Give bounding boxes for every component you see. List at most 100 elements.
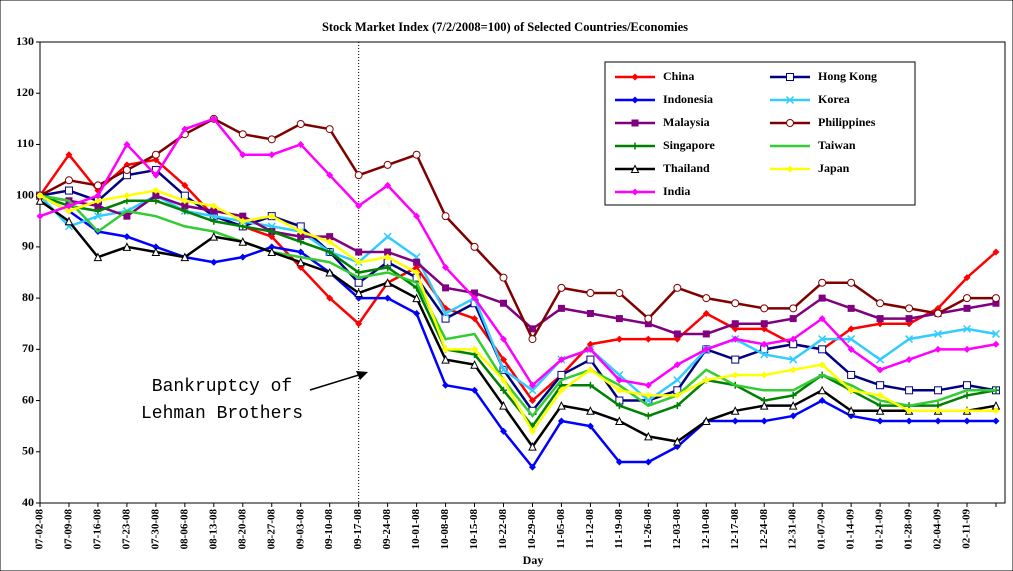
marker <box>586 345 594 353</box>
legend-label: Singapore <box>663 138 715 152</box>
marker <box>442 263 450 271</box>
marker <box>355 320 363 328</box>
marker <box>152 243 160 251</box>
marker <box>731 299 740 308</box>
marker <box>963 304 971 312</box>
marker <box>500 356 507 364</box>
marker <box>94 202 102 210</box>
marker <box>615 416 624 426</box>
marker <box>384 253 392 261</box>
marker <box>992 248 1000 256</box>
marker <box>586 340 594 348</box>
marker <box>181 207 189 215</box>
series-line <box>39 194 996 470</box>
x-tick-label: 07-23-08 <box>120 509 132 550</box>
marker <box>586 406 595 415</box>
marker <box>673 402 681 410</box>
marker <box>702 376 710 384</box>
marker <box>847 370 856 379</box>
marker <box>326 233 334 241</box>
y-tick-label: 120 <box>16 85 34 99</box>
marker <box>631 119 639 127</box>
marker <box>644 458 652 466</box>
marker <box>181 197 189 205</box>
x-tick-label: 10-01-08 <box>410 509 422 550</box>
marker <box>786 119 794 127</box>
x-tick-label: 12-10-08 <box>700 509 712 550</box>
marker <box>644 320 652 328</box>
marker <box>963 381 971 390</box>
marker <box>528 427 536 435</box>
series-line <box>39 189 996 434</box>
marker <box>846 406 856 415</box>
y-tick-label: 130 <box>16 34 34 48</box>
marker <box>586 355 595 364</box>
marker <box>122 242 132 251</box>
marker <box>355 258 363 266</box>
marker <box>528 386 537 395</box>
marker <box>615 376 623 384</box>
marker <box>818 397 826 405</box>
marker <box>412 293 421 303</box>
x-tick-label: 01-28-09 <box>903 509 915 550</box>
marker <box>123 192 131 200</box>
marker <box>239 151 247 159</box>
marker <box>818 345 827 354</box>
marker <box>876 299 885 308</box>
marker <box>181 202 189 210</box>
y-tick-label: 110 <box>17 136 34 150</box>
marker <box>963 274 971 282</box>
marker <box>615 288 624 297</box>
marker <box>818 294 826 302</box>
marker <box>181 181 189 189</box>
marker <box>586 381 594 389</box>
marker <box>413 258 421 266</box>
marker <box>528 463 536 471</box>
marker <box>268 228 276 236</box>
y-tick-label: 90 <box>22 239 34 253</box>
marker <box>413 269 421 276</box>
marker <box>644 412 652 420</box>
series-line <box>39 194 997 336</box>
marker <box>384 294 392 302</box>
marker <box>65 202 73 210</box>
marker <box>992 417 1000 425</box>
marker <box>760 350 769 359</box>
marker <box>673 376 682 385</box>
marker <box>615 386 623 394</box>
marker <box>786 165 794 173</box>
marker <box>991 294 1000 303</box>
marker <box>875 406 885 415</box>
marker <box>557 370 566 379</box>
marker <box>615 335 623 343</box>
marker <box>94 207 102 215</box>
marker <box>631 73 639 81</box>
marker <box>962 324 972 333</box>
marker <box>470 242 479 251</box>
marker <box>210 202 218 210</box>
marker <box>238 237 248 246</box>
legend-label: Hong Kong <box>818 69 877 83</box>
x-tick-label: 09-10-08 <box>323 509 335 550</box>
marker <box>905 335 914 344</box>
marker <box>181 125 189 133</box>
marker <box>847 304 855 312</box>
marker <box>847 335 856 344</box>
marker <box>239 253 247 261</box>
series-line <box>39 117 997 388</box>
legend-label: Korea <box>818 92 850 106</box>
marker <box>180 252 190 262</box>
marker <box>644 335 652 343</box>
legend-label: India <box>663 184 690 198</box>
marker <box>325 125 334 134</box>
marker <box>934 407 942 415</box>
x-tick-label: 12-17-08 <box>729 509 741 550</box>
marker <box>528 325 536 333</box>
marker <box>441 314 450 323</box>
marker <box>297 233 305 241</box>
marker <box>992 299 1000 307</box>
marker <box>786 73 794 81</box>
marker <box>151 247 161 257</box>
series-line <box>39 194 997 429</box>
